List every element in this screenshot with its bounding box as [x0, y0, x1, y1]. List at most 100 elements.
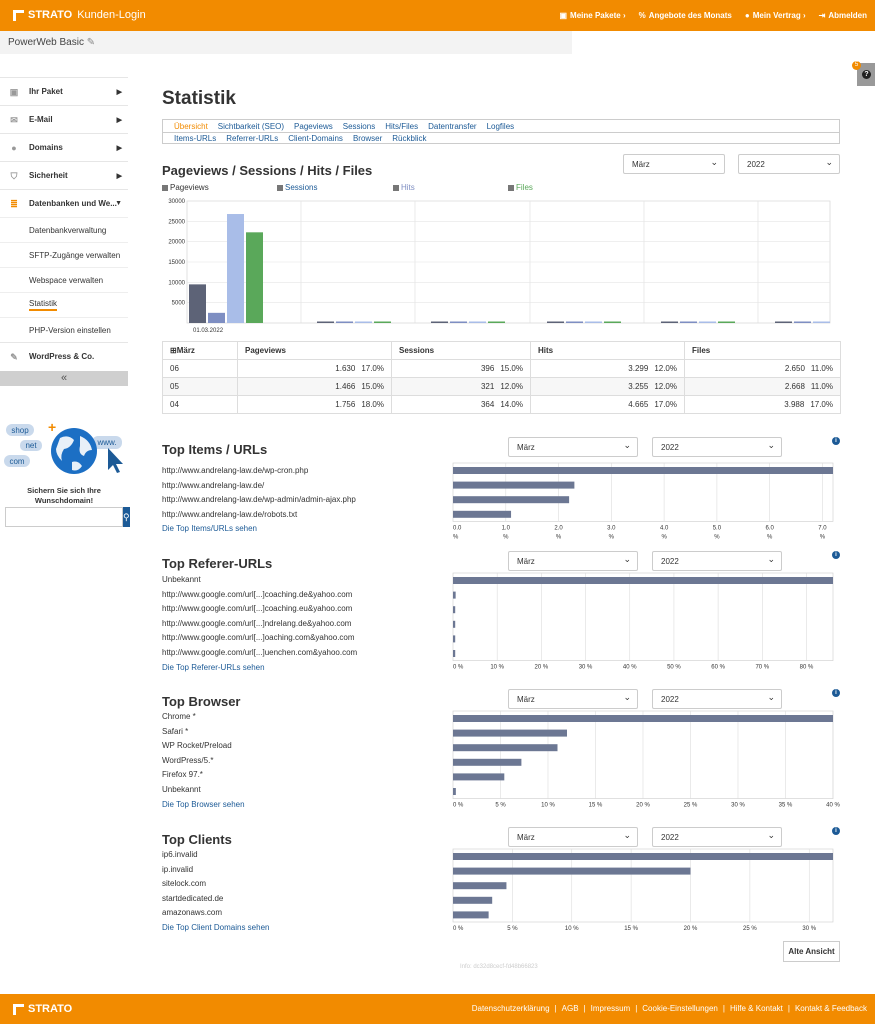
bar-pageviews[interactable]	[189, 284, 206, 323]
bar[interactable]	[453, 467, 833, 474]
bar[interactable]	[453, 577, 833, 584]
section-year-select[interactable]: 2022	[652, 437, 782, 457]
bar-sessions[interactable]	[208, 312, 225, 323]
footer-link[interactable]: Impressum	[590, 1004, 631, 1013]
bar[interactable]	[453, 744, 558, 752]
info-icon[interactable]: i	[832, 689, 840, 697]
nav-angebote[interactable]: % Angebote des Monats	[638, 11, 732, 20]
tab-referrer-urls[interactable]: Referrer-URLs	[226, 134, 279, 143]
sidebar-item-email[interactable]: ✉ E-Mail ▶	[0, 105, 128, 133]
domain-search-input[interactable]	[5, 507, 123, 527]
bar[interactable]	[453, 635, 456, 643]
tab-pageviews[interactable]: Pageviews	[294, 121, 333, 131]
bar[interactable]	[453, 788, 456, 795]
sidebar-item-datenbanken[interactable]: ≣ Datenbanken und We... ▼	[0, 189, 128, 217]
bar[interactable]	[453, 882, 507, 890]
tab-hits-files[interactable]: Hits/Files	[385, 121, 419, 131]
info-icon[interactable]: i	[832, 551, 840, 559]
table-header: Hits	[530, 341, 685, 360]
tab-browser[interactable]: Browser	[352, 134, 383, 143]
bar[interactable]	[453, 591, 456, 599]
sidebar-sub-datenbankverwaltung[interactable]: Datenbankverwaltung	[0, 217, 128, 242]
section-year-select[interactable]: 2022	[652, 551, 782, 571]
bar[interactable]	[453, 853, 833, 860]
tab-logfiles[interactable]: Logfiles	[486, 121, 515, 131]
package-name[interactable]: PowerWeb Basic ✎	[8, 37, 96, 48]
help-widget[interactable]: 5 ?	[852, 61, 875, 86]
section-more-link[interactable]: Die Top Browser sehen	[162, 799, 245, 809]
overview-month-select[interactable]: März	[623, 154, 725, 174]
bar-files[interactable]	[246, 232, 263, 323]
footer-logo[interactable]: STRATO	[13, 1003, 72, 1015]
bar[interactable]	[453, 729, 567, 737]
sidebar-sub-statistik[interactable]: Statistik	[0, 292, 128, 317]
sidebar-sub-php-version[interactable]: PHP-Version einstellen	[0, 317, 128, 342]
strato-logo[interactable]: STRATO Kunden-Login	[13, 9, 146, 21]
tab-items-urls[interactable]: Items-URLs	[174, 134, 217, 143]
info-icon[interactable]: i	[832, 827, 840, 835]
sidebar-item-wordpress[interactable]: ✎ WordPress & Co.	[0, 342, 128, 370]
bar[interactable]	[453, 715, 833, 722]
footer: STRATO Datenschutzerklärung | AGB | Impressu…	[0, 994, 875, 1024]
table-header[interactable]: ⊞März	[162, 341, 238, 360]
legend-sessions[interactable]: Sessions	[277, 183, 317, 192]
tab-sichtbarkeit-seo-[interactable]: Sichtbarkeit (SEO)	[217, 121, 285, 131]
overview-year-select[interactable]: 2022	[738, 154, 840, 174]
section-title: Top Referer-URLs	[162, 556, 273, 571]
bar[interactable]	[453, 496, 570, 504]
bar[interactable]	[453, 758, 522, 766]
bar[interactable]	[453, 620, 456, 628]
section-year-select[interactable]: 2022	[652, 689, 782, 709]
sidebar-item-domains[interactable]: ● Domains ▶	[0, 133, 128, 161]
bar[interactable]	[453, 896, 493, 904]
bar[interactable]	[453, 606, 456, 614]
section-month-select[interactable]: März	[508, 689, 638, 709]
bar[interactable]	[453, 650, 456, 657]
nav-meine-pakete[interactable]: ▣ Meine Pakete ›	[559, 11, 626, 20]
sidebar-item-sicherheit[interactable]: ⛉ Sicherheit ▶	[0, 161, 128, 189]
bar-hits[interactable]	[227, 214, 244, 323]
tab-rückblick[interactable]: Rückblick	[392, 134, 427, 143]
sidebar-sub-sftp[interactable]: SFTP-Zugänge verwalten	[0, 242, 128, 267]
section-month-select[interactable]: März	[508, 551, 638, 571]
footer-link[interactable]: Cookie-Einstellungen	[642, 1004, 718, 1013]
legend-files[interactable]: Files	[508, 183, 533, 192]
section-more-link[interactable]: Die Top Items/URLs sehen	[162, 524, 258, 534]
section-title: Top Items / URLs	[162, 442, 268, 457]
legend-pageviews[interactable]: Pageviews	[162, 183, 209, 192]
section-year-select[interactable]: 2022	[652, 827, 782, 847]
footer-link[interactable]: AGB	[561, 1004, 579, 1013]
section-more-link[interactable]: Die Top Client Domains sehen	[162, 923, 270, 932]
tab-datentransfer[interactable]: Datentransfer	[428, 121, 477, 131]
sidebar-sub-webspace[interactable]: Webspace verwalten	[0, 267, 128, 292]
footer-link[interactable]: Hilfe & Kontakt	[729, 1004, 783, 1013]
sidebar-collapse-button[interactable]: «	[0, 371, 128, 386]
domain-search-button[interactable]: ⚲	[123, 507, 130, 527]
bar[interactable]	[453, 510, 512, 518]
section-list: ip6.invalid ip.invalid sitelock.com startde…	[162, 848, 223, 921]
y-tick-label: 15000	[168, 260, 185, 266]
value-cell: 2.668 11.0%	[684, 377, 841, 396]
tab-client-domains[interactable]: Client-Domains	[288, 134, 343, 143]
section-month-select[interactable]: März	[508, 437, 638, 457]
section-month-select[interactable]: März	[508, 827, 638, 847]
legend-hits[interactable]: Hits	[393, 183, 415, 192]
old-view-button[interactable]: Alte Ansicht	[783, 941, 840, 962]
footer-link[interactable]: Kontakt & Feedback	[794, 1004, 867, 1013]
list-item: Unbekannt	[162, 784, 201, 794]
bar[interactable]	[453, 481, 575, 489]
footer-link[interactable]: Datenschutzerklärung	[471, 1004, 550, 1013]
tab-übersicht[interactable]: Übersicht	[174, 121, 208, 131]
chevron-right-icon: ▶	[116, 144, 122, 152]
bar[interactable]	[453, 773, 505, 781]
bar[interactable]	[453, 911, 489, 919]
info-icon[interactable]: i	[832, 437, 840, 445]
nav-abmelden[interactable]: ⇥ Abmelden	[818, 11, 867, 20]
pencil-icon[interactable]: ✎	[86, 37, 96, 48]
bar[interactable]	[453, 867, 691, 875]
nav-mein-vertrag[interactable]: ● Mein Vertrag ›	[744, 11, 806, 20]
tab-sessions[interactable]: Sessions	[342, 121, 376, 131]
section-more-link[interactable]: Die Top Referer-URLs sehen	[162, 662, 265, 672]
plus-box-icon[interactable]: ⊞	[170, 346, 177, 355]
sidebar-item-ihr-paket[interactable]: ▣ Ihr Paket ▶	[0, 77, 128, 105]
